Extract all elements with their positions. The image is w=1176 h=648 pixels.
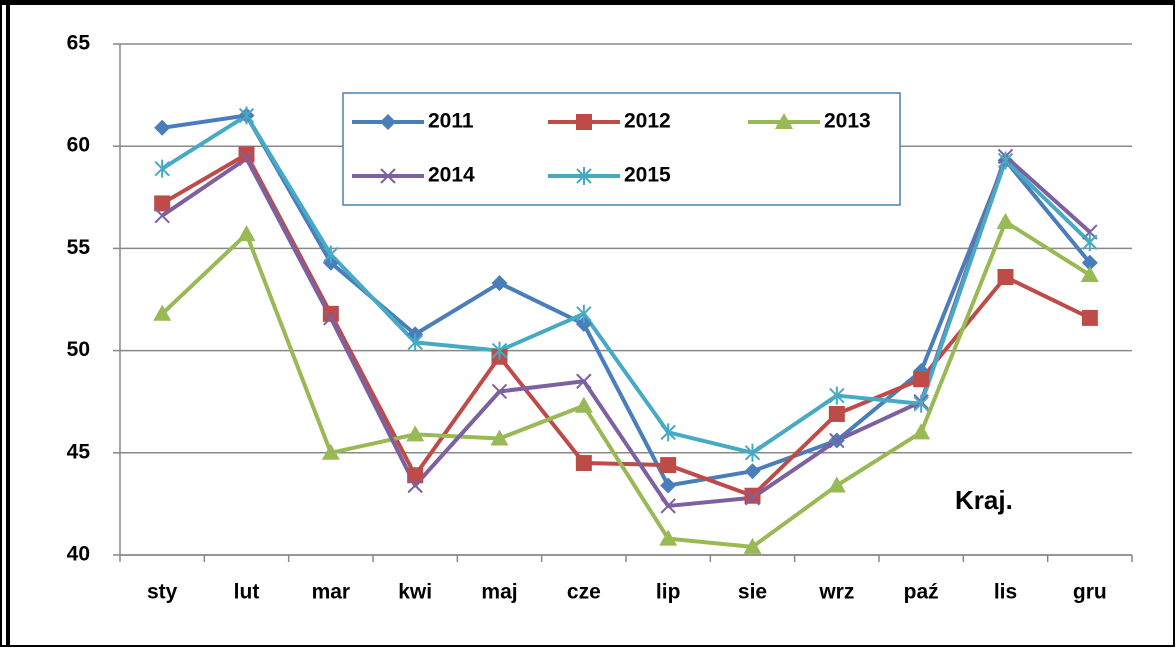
- y-tick-label: 40: [67, 543, 90, 566]
- marker: [997, 151, 1014, 170]
- marker: [576, 373, 592, 389]
- marker: [238, 106, 255, 125]
- marker: [238, 150, 255, 167]
- marker: [380, 114, 396, 130]
- marker: [407, 477, 423, 494]
- marker: [491, 275, 508, 292]
- marker: [660, 457, 677, 474]
- marker: [660, 498, 676, 514]
- y-tick-label: 45: [67, 440, 91, 463]
- legend-box: [342, 92, 901, 206]
- marker: [743, 537, 762, 554]
- x-tick-label: lip: [656, 581, 681, 604]
- legend-label: 2011: [428, 110, 474, 133]
- marker: [154, 207, 170, 224]
- marker: [1080, 265, 1099, 282]
- marker: [1081, 254, 1098, 271]
- marker: [406, 425, 425, 442]
- x-tick-label: sie: [738, 581, 767, 604]
- x-tick-label: cze: [567, 581, 601, 604]
- x-tick-label: paź: [904, 581, 939, 604]
- marker: [380, 168, 396, 184]
- marker: [1081, 309, 1098, 326]
- series-line: [161, 113, 1092, 455]
- legend-label: 2014: [428, 164, 475, 187]
- legend-label: 2013: [824, 110, 871, 133]
- series-line: [160, 219, 1091, 549]
- marker: [323, 245, 339, 264]
- series-line: [161, 113, 1092, 488]
- marker: [575, 316, 592, 333]
- marker: [576, 304, 592, 323]
- marker: [154, 159, 170, 178]
- marker: [660, 477, 677, 494]
- marker: [575, 455, 592, 472]
- marker: [827, 476, 846, 493]
- x-tick-label: mar: [312, 581, 351, 604]
- x-tick-label: lut: [234, 581, 260, 604]
- x-tick-label: wrz: [818, 581, 854, 604]
- marker: [407, 467, 424, 484]
- marker: [323, 310, 339, 326]
- marker: [154, 195, 171, 212]
- marker: [744, 463, 761, 480]
- marker: [574, 396, 593, 413]
- marker: [321, 443, 340, 460]
- y-tick-label: 60: [67, 134, 90, 157]
- marker: [828, 405, 845, 422]
- marker: [744, 487, 761, 504]
- marker: [829, 432, 845, 449]
- marker: [996, 212, 1015, 229]
- legend-label: 2012: [624, 110, 671, 133]
- y-tick-label: 55: [67, 236, 91, 259]
- marker: [322, 305, 339, 322]
- marker: [775, 113, 793, 129]
- x-tick-label: lis: [994, 581, 1017, 604]
- marker: [576, 114, 592, 130]
- marker: [237, 225, 256, 242]
- annotation: Kraj.: [955, 485, 1013, 515]
- marker: [491, 383, 508, 400]
- x-tick-label: maj: [481, 581, 517, 604]
- marker: [829, 386, 845, 405]
- marker: [238, 146, 255, 163]
- marker: [490, 429, 509, 446]
- marker: [912, 423, 931, 440]
- y-tick-label: 65: [67, 32, 91, 55]
- x-tick-label: kwi: [398, 581, 432, 604]
- marker: [407, 333, 423, 352]
- marker: [997, 269, 1014, 286]
- legend-label: 2015: [624, 164, 671, 187]
- x-tick-label: gru: [1073, 581, 1107, 604]
- y-tick-label: 50: [67, 338, 90, 361]
- marker: [744, 443, 761, 462]
- marker: [913, 394, 929, 413]
- marker: [154, 119, 171, 136]
- marker: [153, 304, 172, 321]
- marker: [913, 371, 930, 388]
- marker: [744, 490, 761, 506]
- marker: [1082, 233, 1098, 252]
- marker: [659, 529, 678, 546]
- marker: [491, 341, 508, 360]
- x-tick-label: sty: [147, 581, 178, 604]
- marker: [660, 423, 676, 442]
- marker: [576, 167, 592, 185]
